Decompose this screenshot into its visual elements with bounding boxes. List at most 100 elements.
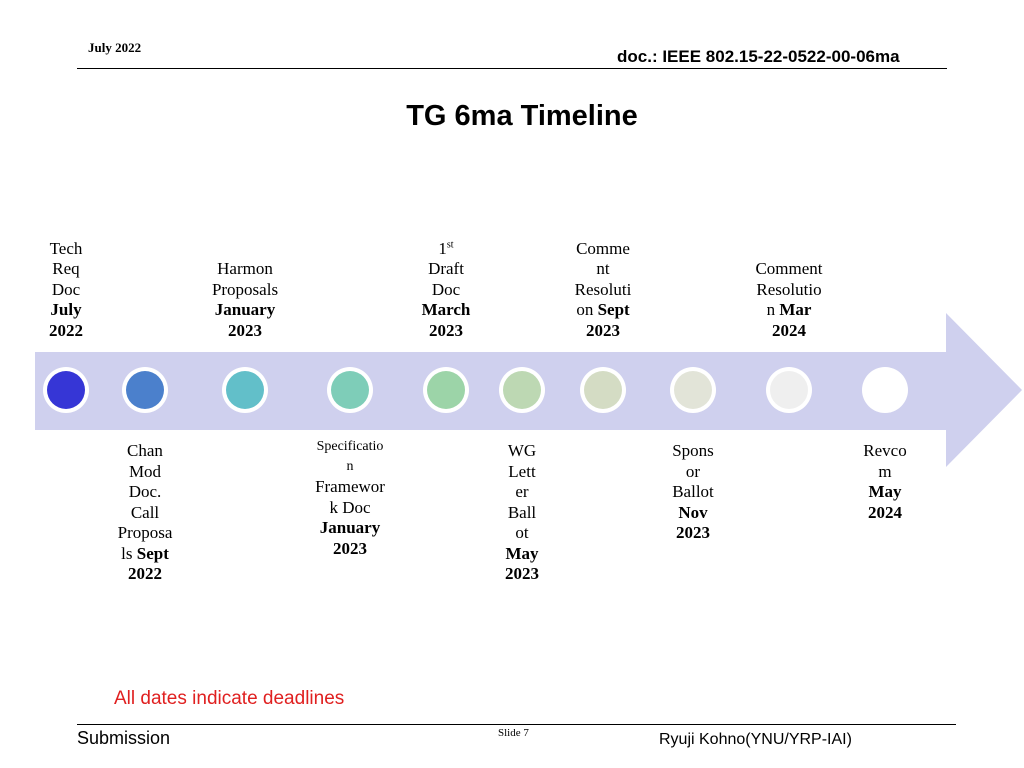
milestone-label-line: Tech	[0, 239, 136, 260]
deadline-note: All dates indicate deadlines	[114, 688, 345, 709]
milestone-label-line: Framewor	[280, 477, 420, 498]
milestone-label-line: er	[452, 482, 592, 503]
milestone-label-line: 2023	[376, 321, 516, 342]
milestone-label-text: Ball	[507, 502, 537, 522]
milestone-label-line: January	[280, 518, 420, 539]
milestone-label-date: Sept	[597, 300, 630, 319]
milestone-dot-8	[674, 371, 712, 409]
milestone-label-line: March	[376, 300, 516, 321]
milestone-label-line: m	[815, 462, 955, 483]
milestone-label-text: Proposals	[211, 279, 279, 299]
milestone-label-line: Lett	[452, 462, 592, 483]
milestone-label-text: k Doc	[329, 497, 371, 517]
milestone-label-line: Call	[75, 503, 215, 524]
milestone-label-text: or	[685, 461, 701, 481]
milestone-label-text: July	[50, 300, 82, 319]
milestone-label-text: Doc	[51, 279, 81, 299]
milestone-label-line: WG	[452, 441, 592, 462]
milestone-dot-5	[427, 371, 465, 409]
milestone-label-text: May	[505, 543, 539, 563]
milestone-label-text: January	[319, 518, 381, 537]
milestone-label-text: 2023	[505, 564, 539, 583]
milestone-label-text: Resolutio	[756, 279, 822, 299]
milestone-label-text: Doc.	[128, 482, 162, 501]
milestone-label-text: Tech	[49, 238, 83, 258]
milestone-label-text: Mod	[128, 461, 162, 481]
milestone-label-text: 2023	[586, 320, 620, 340]
milestone-label-text: March	[421, 300, 471, 319]
milestone-dot-3	[226, 371, 264, 409]
milestone-label-line: Harmon	[175, 259, 315, 280]
milestone-label-line: Comme	[533, 239, 673, 260]
milestone-bottom-label-2: Specificatio n Framewor k Doc January 2023	[280, 437, 420, 559]
milestone-label-date: Sept	[136, 543, 169, 563]
milestone-dot-7	[584, 371, 622, 409]
milestone-dot-4	[331, 371, 369, 409]
milestone-label-line: or	[623, 462, 763, 483]
milestone-label-text: 2023	[429, 320, 463, 340]
milestone-label-text: Chan	[127, 441, 163, 460]
milestone-bottom-label-4: Spons or Ballot Nov 2023	[623, 441, 763, 544]
milestone-top-label-2: Harmon Proposals January 2023	[175, 259, 315, 341]
milestone-top-label-5: Comment Resolutio n Mar 2024	[719, 259, 859, 341]
milestone-label-text: Framewor	[315, 477, 385, 496]
milestone-label-line: January	[175, 300, 315, 321]
milestone-label-line: Proposals	[175, 280, 315, 301]
milestone-bottom-label-5: Revco m May 2024	[815, 441, 955, 523]
milestone-label-line: Ballot	[623, 482, 763, 503]
milestone-label-line: 2024	[719, 321, 859, 342]
milestone-label-text: 2024	[772, 320, 806, 340]
slide-number: Slide 7	[498, 727, 529, 739]
milestone-label-text: Spons	[672, 441, 714, 460]
milestone-label-text: Comment	[755, 259, 823, 278]
milestone-label-line: Req	[0, 259, 136, 280]
footer-submission: Submission	[77, 728, 171, 748]
milestone-label-text: Resoluti	[574, 279, 632, 299]
milestone-label-text: Req	[52, 259, 80, 278]
milestone-dot-2	[126, 371, 164, 409]
document-id: doc.: IEEE 802.15-22-0522-00-06ma	[617, 47, 900, 66]
milestone-label-line: May	[452, 544, 592, 565]
header-divider	[77, 68, 947, 69]
milestone-top-label-4: Comme nt Resoluti on Sept 2023	[533, 239, 673, 342]
milestone-label-line: 2023	[280, 539, 420, 560]
milestone-label-line: Revco	[815, 441, 955, 462]
milestone-label-text: 1	[438, 238, 447, 258]
milestone-dot-9	[770, 371, 808, 409]
milestone-label-text: 2022	[128, 564, 162, 583]
milestone-label-line: May	[815, 482, 955, 503]
milestone-dots	[43, 367, 908, 413]
milestone-label-text: m	[878, 461, 892, 481]
milestone-label-line: 2023	[452, 564, 592, 585]
milestone-label-line: Doc.	[75, 482, 215, 503]
milestone-label-text: Draft	[428, 259, 464, 278]
milestone-label-line: Proposa	[75, 523, 215, 544]
milestone-label-text: 2023	[228, 320, 262, 340]
milestone-label-text: May	[868, 482, 902, 501]
footer-divider	[77, 724, 956, 725]
milestone-label-line: Ball	[452, 503, 592, 524]
milestone-label-line: n	[280, 457, 420, 477]
milestone-label-text: 2024	[868, 502, 902, 522]
milestone-label-text: Ballot	[672, 482, 714, 501]
milestone-label-text: January	[214, 300, 276, 319]
milestone-label-line: 2023	[533, 321, 673, 342]
milestone-label-line: k Doc	[280, 498, 420, 519]
milestone-label-text: Lett	[508, 461, 536, 481]
milestone-label-line: Draft	[376, 259, 516, 280]
milestone-label-text: n	[766, 300, 780, 319]
milestone-label-line: Mod	[75, 462, 215, 483]
milestone-label-line: 1st	[376, 239, 516, 260]
footer-author: Ryuji Kohno(YNU/YRP-IAI)	[659, 731, 852, 748]
milestone-label-line: Chan	[75, 441, 215, 462]
milestone-label-line: 2024	[815, 503, 955, 524]
milestone-label-line: July	[0, 300, 136, 321]
milestone-label-text: n	[346, 459, 354, 474]
milestone-label-text: Proposa	[117, 523, 173, 542]
milestone-label-line: n Mar	[719, 300, 859, 321]
milestone-label-line: Nov	[623, 503, 763, 524]
milestone-bottom-label-1: Chan Mod Doc. Call Proposa ls Sept 2022	[75, 441, 215, 585]
milestone-label-line: Resolutio	[719, 280, 859, 301]
milestone-label-text: WG	[507, 441, 537, 460]
